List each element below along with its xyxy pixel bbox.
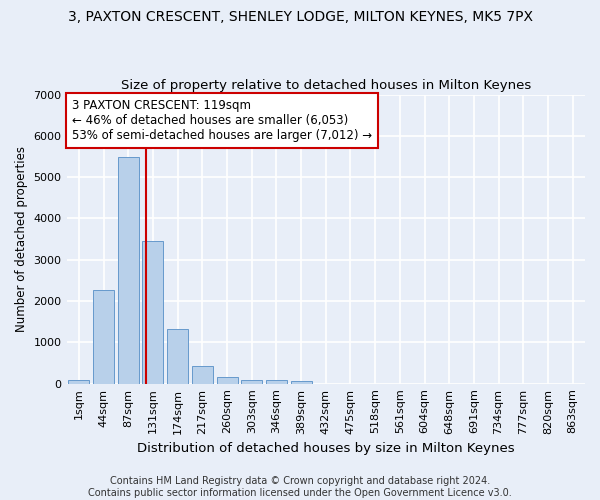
Bar xyxy=(93,290,114,384)
Y-axis label: Number of detached properties: Number of detached properties xyxy=(15,146,28,332)
Text: Contains HM Land Registry data © Crown copyright and database right 2024.
Contai: Contains HM Land Registry data © Crown c… xyxy=(88,476,512,498)
Title: Size of property relative to detached houses in Milton Keynes: Size of property relative to detached ho… xyxy=(121,79,531,92)
Bar xyxy=(167,329,188,384)
X-axis label: Distribution of detached houses by size in Milton Keynes: Distribution of detached houses by size … xyxy=(137,442,515,455)
Text: 3, PAXTON CRESCENT, SHENLEY LODGE, MILTON KEYNES, MK5 7PX: 3, PAXTON CRESCENT, SHENLEY LODGE, MILTO… xyxy=(67,10,533,24)
Bar xyxy=(290,381,311,384)
Bar xyxy=(118,158,139,384)
Bar xyxy=(142,241,163,384)
Bar xyxy=(68,380,89,384)
Bar xyxy=(241,380,262,384)
Text: 3 PAXTON CRESCENT: 119sqm
← 46% of detached houses are smaller (6,053)
53% of se: 3 PAXTON CRESCENT: 119sqm ← 46% of detac… xyxy=(72,99,372,142)
Bar xyxy=(266,380,287,384)
Bar xyxy=(192,366,213,384)
Bar xyxy=(217,377,238,384)
